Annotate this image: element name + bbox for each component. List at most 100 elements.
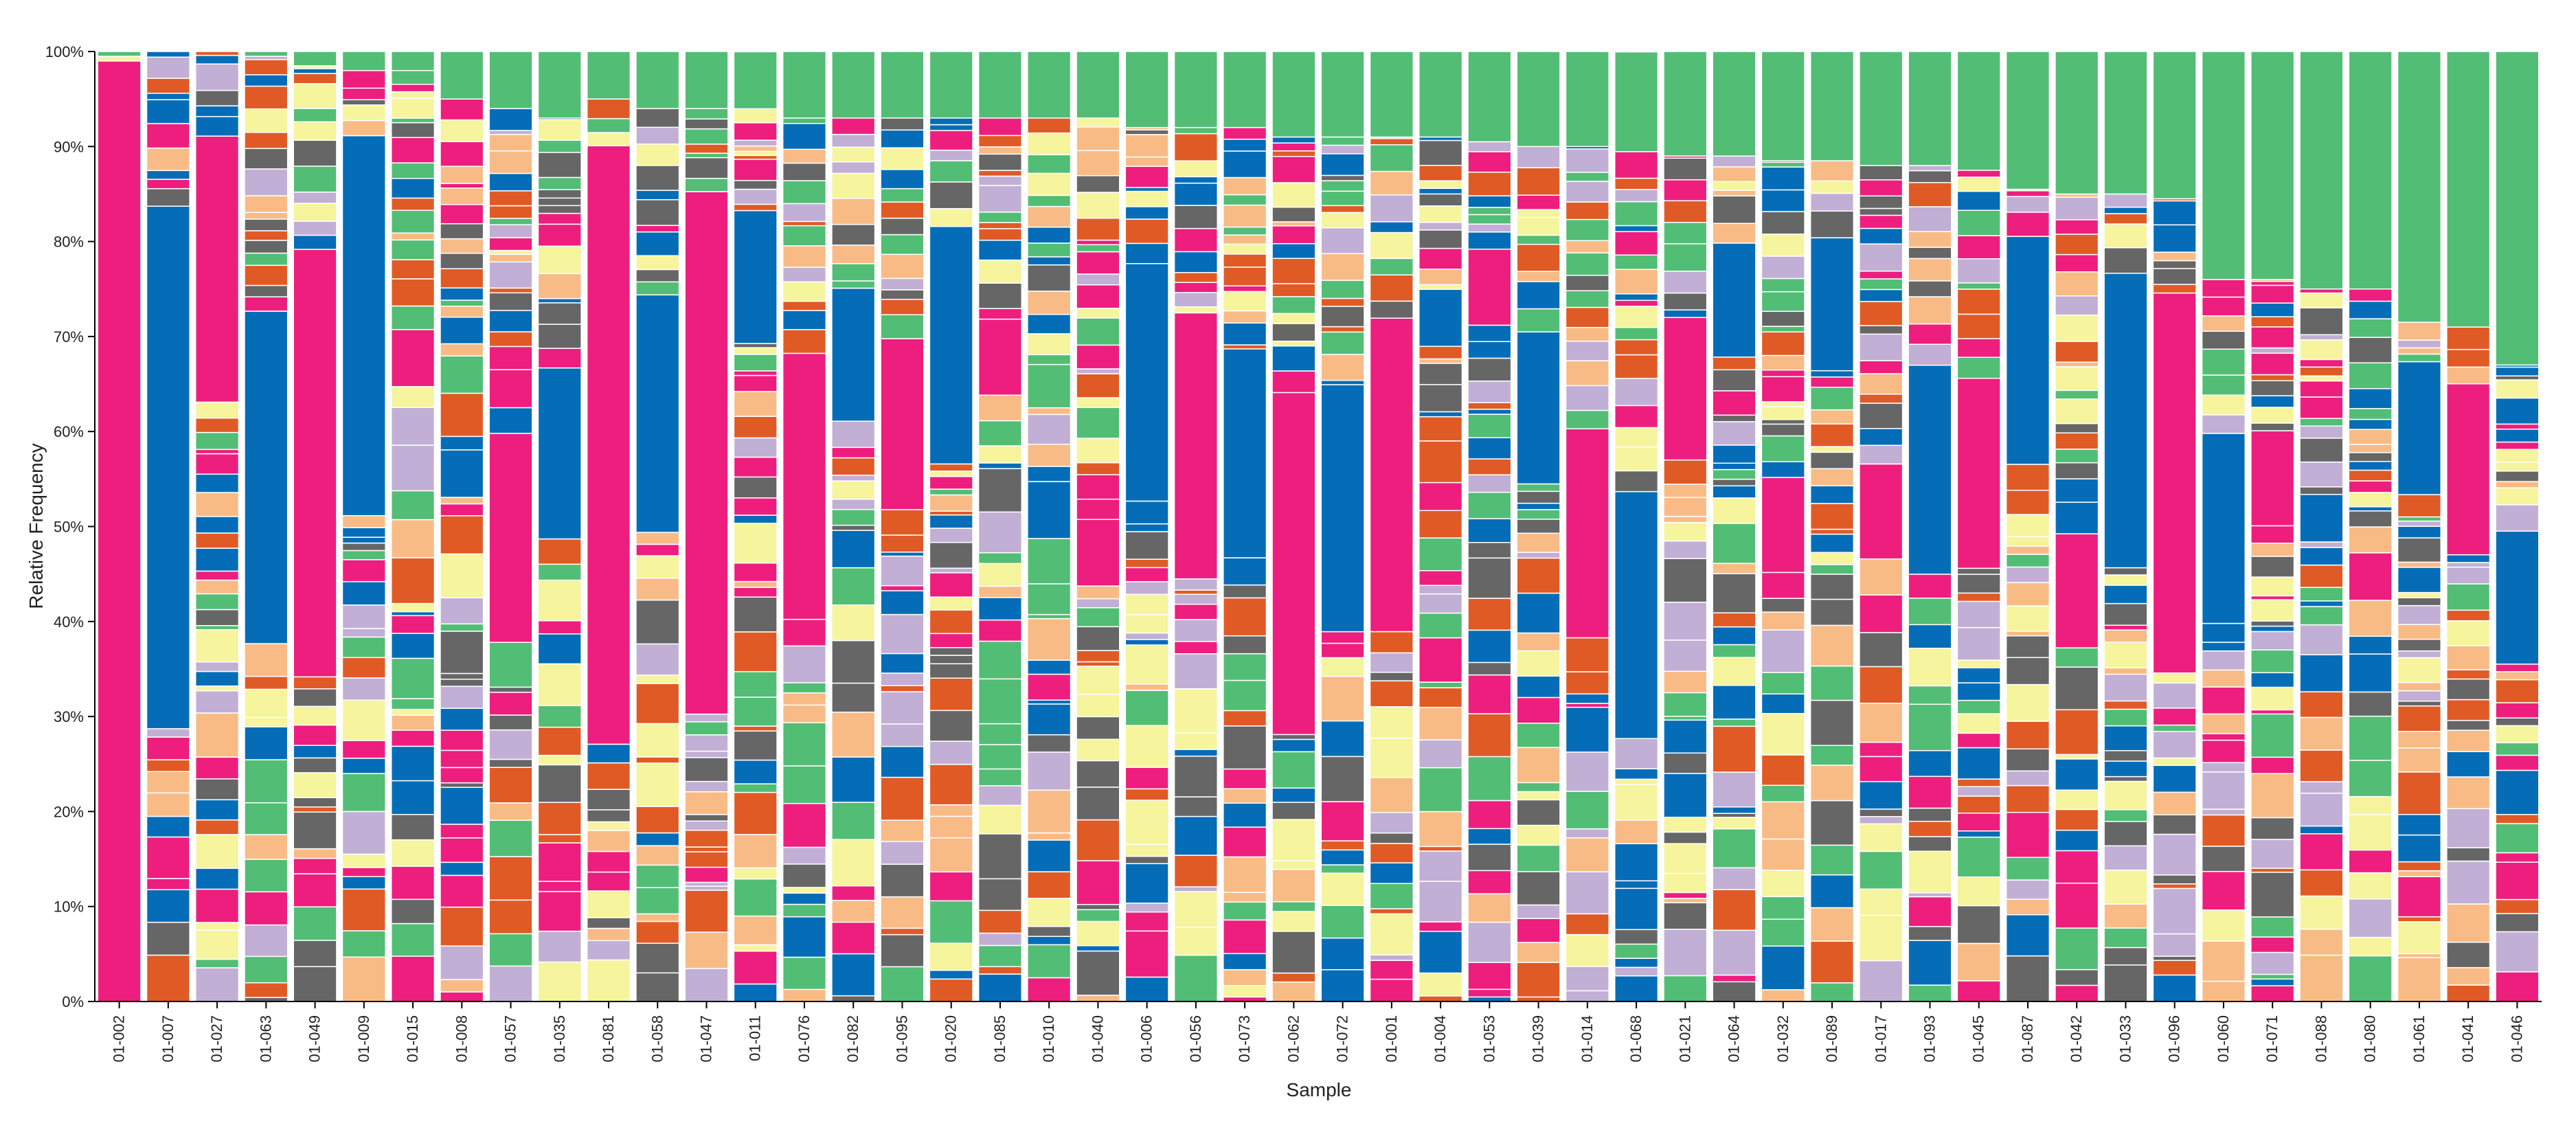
bar-segment[interactable] <box>1419 284 1463 291</box>
bar-segment[interactable] <box>1859 325 1903 335</box>
bar-segment[interactable] <box>2446 583 2491 611</box>
bar-segment[interactable] <box>1467 629 1512 664</box>
bar-segment[interactable] <box>1614 843 1659 882</box>
bar-segment[interactable] <box>488 218 533 225</box>
bar-segment[interactable] <box>440 141 484 167</box>
bar-segment[interactable] <box>978 282 1023 309</box>
bar-segment[interactable] <box>1419 139 1463 166</box>
bar-segment[interactable] <box>390 98 436 119</box>
bar-segment[interactable] <box>2005 514 2050 538</box>
bar-segment[interactable] <box>2348 452 2393 462</box>
bar-segment[interactable] <box>2103 629 2148 643</box>
bar-01-014[interactable] <box>1565 51 1609 1002</box>
bar-segment[interactable] <box>782 122 827 150</box>
bar-segment[interactable] <box>1663 271 1708 294</box>
bar-segment[interactable] <box>2495 481 2540 488</box>
bar-segment[interactable] <box>1272 734 1316 740</box>
bar-segment[interactable] <box>440 708 484 731</box>
bar-segment[interactable] <box>733 370 778 376</box>
bar-segment[interactable] <box>1369 978 1414 1002</box>
bar-segment[interactable] <box>1761 896 1805 920</box>
bar-segment[interactable] <box>1223 653 1267 681</box>
bar-segment[interactable] <box>733 51 778 110</box>
bar-segment[interactable] <box>929 837 973 873</box>
bar-segment[interactable] <box>1320 872 1365 906</box>
bar-segment[interactable] <box>782 903 827 918</box>
bar-segment[interactable] <box>831 263 876 282</box>
bar-segment[interactable] <box>1369 843 1414 863</box>
bar-segment[interactable] <box>880 147 925 170</box>
bar-segment[interactable] <box>2348 300 2393 319</box>
bar-segment[interactable] <box>1908 624 1952 649</box>
bar-segment[interactable] <box>2397 690 2441 702</box>
bar-segment[interactable] <box>1027 538 1072 585</box>
bar-segment[interactable] <box>782 310 827 330</box>
bar-segment[interactable] <box>1809 874 1855 909</box>
bar-segment[interactable] <box>1467 713 1512 758</box>
bar-segment[interactable] <box>2348 337 2393 363</box>
bar-segment[interactable] <box>1859 428 1903 446</box>
bar-segment[interactable] <box>1908 296 1952 325</box>
bar-segment[interactable] <box>1320 675 1365 722</box>
bar-segment[interactable] <box>2055 829 2099 852</box>
bar-segment[interactable] <box>684 108 729 120</box>
bar-segment[interactable] <box>684 144 729 154</box>
bar-segment[interactable] <box>1272 258 1316 284</box>
bar-segment[interactable] <box>929 655 973 665</box>
bar-segment[interactable] <box>1712 974 1756 983</box>
bar-segment[interactable] <box>978 394 1023 422</box>
bar-segment[interactable] <box>1859 51 1903 166</box>
bar-segment[interactable] <box>1173 886 1218 892</box>
bar-segment[interactable] <box>880 672 925 686</box>
bar-segment[interactable] <box>1516 824 1561 846</box>
bar-segment[interactable] <box>293 68 337 74</box>
bar-segment[interactable] <box>2348 955 2393 1002</box>
bar-segment[interactable] <box>733 391 778 417</box>
bar-segment[interactable] <box>1516 782 1561 793</box>
bar-segment[interactable] <box>2005 631 2050 637</box>
bar-segment[interactable] <box>929 567 973 574</box>
bar-segment[interactable] <box>440 435 484 451</box>
bar-segment[interactable] <box>831 198 876 225</box>
bar-segment[interactable] <box>1125 129 1169 135</box>
bar-segment[interactable] <box>440 503 484 517</box>
bar-segment[interactable] <box>1320 657 1365 677</box>
bar-segment[interactable] <box>2250 868 2295 873</box>
bar-segment[interactable] <box>537 961 582 1002</box>
bar-segment[interactable] <box>1565 933 1609 967</box>
bar-segment[interactable] <box>537 212 582 225</box>
bar-segment[interactable] <box>1419 440 1463 484</box>
bar-segment[interactable] <box>1173 815 1218 856</box>
bar-segment[interactable] <box>1565 913 1609 936</box>
bar-segment[interactable] <box>1173 282 1218 293</box>
bar-segment[interactable] <box>537 754 582 766</box>
bar-segment[interactable] <box>244 85 289 110</box>
bar-segment[interactable] <box>537 205 582 214</box>
bar-segment[interactable] <box>2250 543 2295 557</box>
bar-segment[interactable] <box>635 543 680 556</box>
bar-segment[interactable] <box>1614 177 1659 190</box>
bar-segment[interactable] <box>1125 500 1169 525</box>
bar-segment[interactable] <box>1467 518 1512 543</box>
bar-segment[interactable] <box>1516 234 1561 245</box>
bar-segment[interactable] <box>1320 190 1365 207</box>
bar-segment[interactable] <box>1027 481 1072 539</box>
bar-segment[interactable] <box>244 310 289 644</box>
bar-segment[interactable] <box>537 891 582 932</box>
bar-segment[interactable] <box>1320 756 1365 802</box>
bar-segment[interactable] <box>1614 231 1659 256</box>
bar-segment[interactable] <box>1761 784 1805 803</box>
bar-segment[interactable] <box>978 785 1023 806</box>
bar-segment[interactable] <box>880 685 925 692</box>
bar-segment[interactable] <box>1712 195 1756 224</box>
bar-segment[interactable] <box>1467 324 1512 343</box>
bar-segment[interactable] <box>733 587 778 598</box>
bar-segment[interactable] <box>390 611 436 617</box>
bar-segment[interactable] <box>733 783 778 793</box>
bar-segment[interactable] <box>1027 944 1072 979</box>
bar-segment[interactable] <box>684 866 729 883</box>
bar-segment[interactable] <box>2446 847 2491 862</box>
bar-segment[interactable] <box>733 671 778 698</box>
bar-segment[interactable] <box>2103 927 2148 949</box>
bar-01-082[interactable] <box>831 51 876 1002</box>
